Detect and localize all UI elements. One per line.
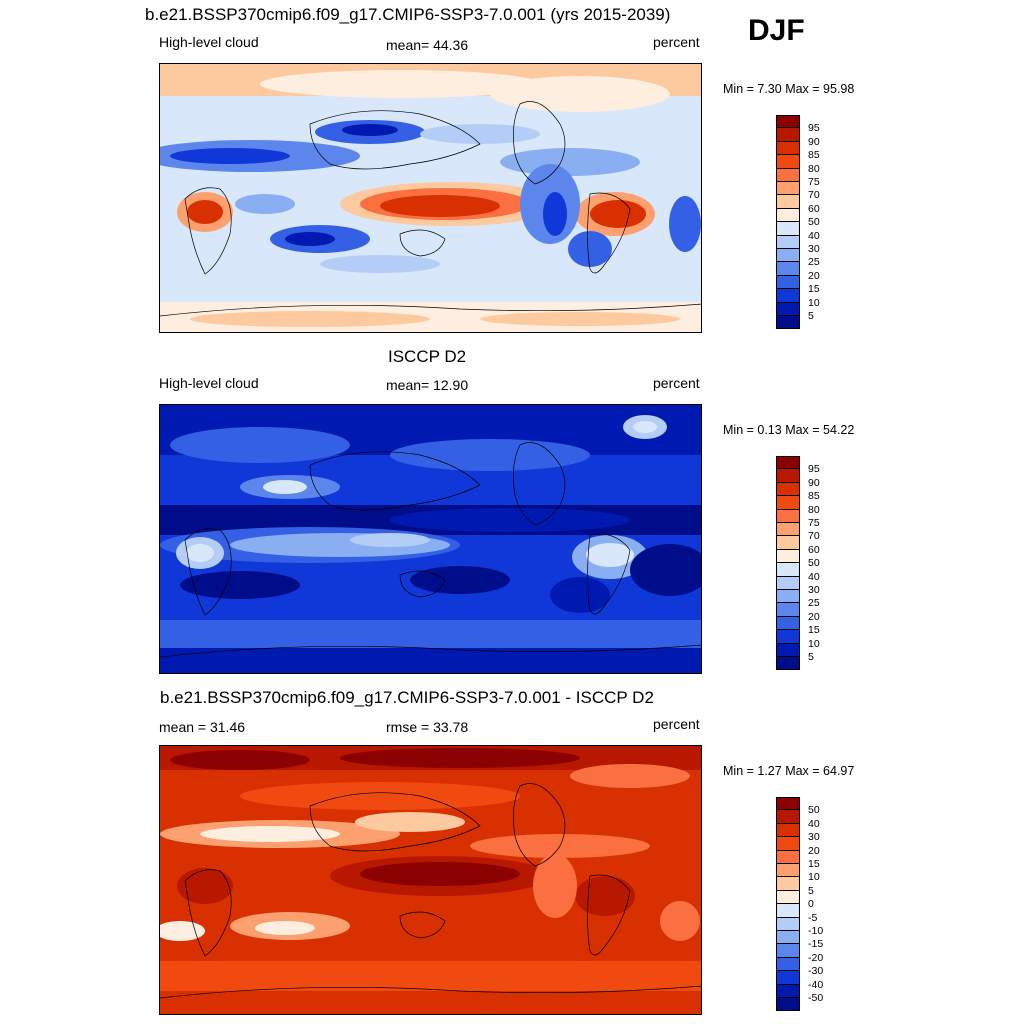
panel-3-mean-label: mean = 31.46 [159, 719, 246, 735]
panel-2-mean-label: mean= 12.90 [386, 377, 469, 393]
panel-3-colorbar-tick: 10 [808, 871, 820, 883]
panel-1-title: b.e21.BSSP370cmip6.f09_g17.CMIP6-SSP3-7.… [145, 5, 671, 24]
panel-2-colorbar-tick: 95 [808, 463, 820, 475]
panel-3-colorbar-tick: -40 [808, 979, 824, 991]
panel-3-units-label: percent [653, 716, 700, 732]
panel-3-colorbar-tick: 5 [808, 885, 814, 897]
panel-2-colorbar-tick: 20 [808, 611, 820, 623]
panel-1-colorbar [776, 115, 800, 329]
panel-2-variable-label: High-level cloud [159, 375, 259, 391]
panel-2-colorbar-tick: 30 [808, 584, 820, 596]
panel-3-colorbar-tick: 30 [808, 831, 820, 843]
panel-2-colorbar-tick: 85 [808, 490, 820, 502]
panel-2-colorbar-tick: 75 [808, 517, 820, 529]
panel-1-colorbar-tick: 20 [808, 270, 820, 282]
panel-3-rmse-label: rmse = 33.78 [386, 719, 469, 735]
panel-1-colorbar-tick: 10 [808, 297, 820, 309]
panel-2-colorbar-tick: 25 [808, 597, 820, 609]
panel-3-colorbar-tick: -20 [808, 952, 824, 964]
panel-3-map [159, 745, 702, 1015]
panel-3-colorbar-tick: -15 [808, 938, 824, 950]
panel-2-colorbar-tick: 15 [808, 624, 820, 636]
panel-2-units-label: percent [653, 375, 700, 391]
panel-3-colorbar-tick: 40 [808, 818, 820, 830]
panel-3-colorbar-tick: -50 [808, 992, 824, 1004]
panel-3-colorbar-tick: 50 [808, 804, 820, 816]
panel-2-map [159, 404, 702, 674]
panel-2-colorbar-tick: 70 [808, 530, 820, 542]
panel-1-colorbar-tick: 15 [808, 283, 820, 295]
panel-1-variable-label: High-level cloud [159, 34, 259, 50]
panel-2-colorbar-tick: 40 [808, 571, 820, 583]
panel-3-colorbar [776, 797, 800, 1011]
panel-1-colorbar-tick: 50 [808, 216, 820, 228]
panel-2-colorbar-tick: 10 [808, 638, 820, 650]
panel-2-colorbar-tick: 80 [808, 504, 820, 516]
panel-1-colorbar-tick: 40 [808, 230, 820, 242]
panel-2-colorbar-tick: 50 [808, 557, 820, 569]
panel-1-colorbar-tick: 25 [808, 256, 820, 268]
panel-2-colorbar [776, 456, 800, 670]
panel-2-colorbar-tick: 60 [808, 544, 820, 556]
panel-1-colorbar-tick: 60 [808, 203, 820, 215]
panel-1-colorbar-tick: 95 [808, 122, 820, 134]
panel-1-colorbar-tick: 85 [808, 149, 820, 161]
panel-3-colorbar-tick: 0 [808, 898, 814, 910]
panel-1-colorbar-tick: 75 [808, 176, 820, 188]
panel-1-colorbar-tick: 5 [808, 310, 814, 322]
panel-1-colorbar-tick: 70 [808, 189, 820, 201]
season-label: DJF [748, 14, 805, 47]
panel-3-colorbar-tick: -30 [808, 965, 824, 977]
panel-3-colorbar-tick: -5 [808, 912, 818, 924]
panel-3-minmax-label: Min = 1.27 Max = 64.97 [723, 764, 855, 778]
panel-3-colorbar-tick: 15 [808, 858, 820, 870]
panel-1-units-label: percent [653, 34, 700, 50]
panel-3-colorbar-tick: -10 [808, 925, 824, 937]
panel-2-title: ISCCP D2 [388, 347, 467, 366]
panel-2-minmax-label: Min = 0.13 Max = 54.22 [723, 423, 855, 437]
panel-1-mean-label: mean= 44.36 [386, 37, 469, 53]
panel-1-colorbar-tick: 30 [808, 243, 820, 255]
panel-3-title: b.e21.BSSP370cmip6.f09_g17.CMIP6-SSP3-7.… [160, 688, 654, 707]
panel-2-colorbar-tick: 5 [808, 651, 814, 663]
panel-3-colorbar-tick: 20 [808, 845, 820, 857]
panel-1-colorbar-tick: 90 [808, 136, 820, 148]
panel-1-map [159, 63, 702, 333]
panel-2-colorbar-tick: 90 [808, 477, 820, 489]
panel-1-colorbar-tick: 80 [808, 163, 820, 175]
panel-1-minmax-label: Min = 7.30 Max = 95.98 [723, 82, 855, 96]
